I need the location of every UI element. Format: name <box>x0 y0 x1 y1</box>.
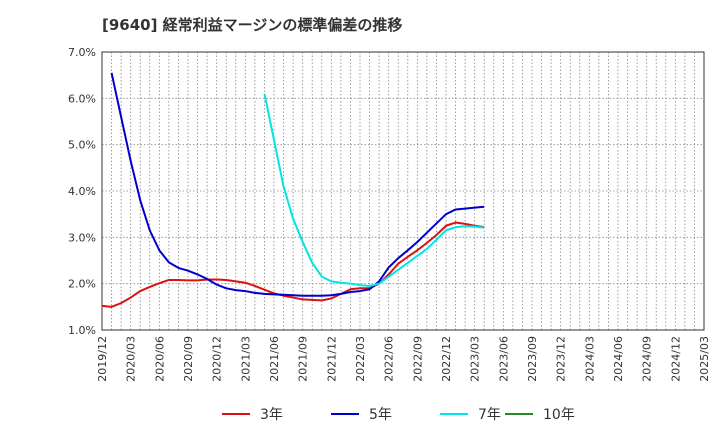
y-axis-ticks: 1.0% 2.0% 3.0% 4.0% 5.0% 6.0% 7.0% <box>68 46 96 337</box>
x-tick-label: 2021/09 <box>297 336 310 382</box>
x-tick-label: 2023/06 <box>497 336 510 382</box>
x-tick-label: 2024/03 <box>583 336 596 382</box>
y-tick-label: 7.0% <box>68 46 96 59</box>
x-tick-label: 2021/03 <box>239 336 252 382</box>
x-tick-label: 2021/12 <box>325 336 338 382</box>
legend-label: 5年 <box>369 407 392 423</box>
plot-area-border <box>101 51 705 331</box>
y-tick-label: 4.0% <box>68 185 96 198</box>
legend-label: 3年 <box>260 407 283 423</box>
series-lines <box>101 72 485 308</box>
x-tick-label: 2025/03 <box>698 336 711 382</box>
series-line-2 <box>110 72 485 297</box>
x-tick-label: 2024/09 <box>641 336 654 382</box>
y-tick-label: 3.0% <box>68 231 96 244</box>
x-tick-label: 2020/09 <box>182 336 195 382</box>
y-tick-label: 2.0% <box>68 278 96 291</box>
chart-title: [9640] 経常利益マージンの標準偏差の推移 <box>102 16 403 34</box>
y-tick-label: 5.0% <box>68 139 96 152</box>
x-tick-label: 2023/12 <box>555 336 568 382</box>
grid <box>102 52 704 330</box>
x-tick-label: 2021/06 <box>268 336 281 382</box>
x-tick-label: 2023/09 <box>526 336 539 382</box>
legend-label: 7年 <box>478 407 501 423</box>
x-axis-ticks: 2019/12 2020/03 2020/06 2020/09 2020/12 2021/… <box>96 336 711 382</box>
legend: 3年 5年 7年 10年 <box>222 407 575 423</box>
x-tick-label: 2022/03 <box>354 336 367 382</box>
x-tick-label: 2020/06 <box>153 336 166 382</box>
x-tick-label: 2022/12 <box>440 336 453 382</box>
x-tick-label: 2024/12 <box>669 336 682 382</box>
legend-label: 10年 <box>543 407 575 423</box>
y-tick-label: 1.0% <box>68 324 96 337</box>
x-tick-label: 2023/03 <box>469 336 482 382</box>
x-tick-label: 2020/12 <box>211 336 224 382</box>
x-tick-label: 2024/06 <box>612 336 625 382</box>
series-line-3 <box>263 93 485 287</box>
x-tick-label: 2019/12 <box>96 336 109 382</box>
y-tick-label: 6.0% <box>68 92 96 105</box>
x-tick-label: 2022/06 <box>383 336 396 382</box>
x-tick-label: 2020/03 <box>125 336 138 382</box>
series-line-1 <box>101 221 485 308</box>
x-tick-label: 2022/09 <box>411 336 424 382</box>
